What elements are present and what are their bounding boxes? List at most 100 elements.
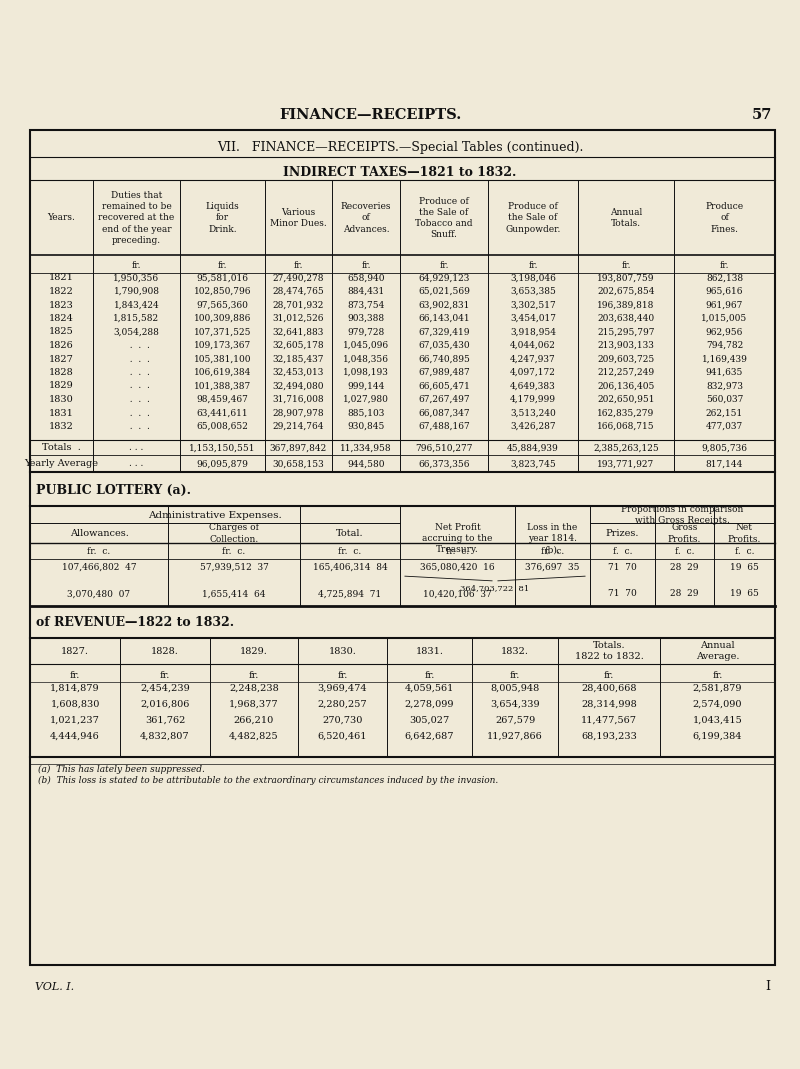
Text: 361,762: 361,762 (145, 715, 185, 725)
Text: 961,967: 961,967 (706, 300, 743, 310)
Bar (31, 130, 774, 157)
Text: 3,454,017: 3,454,017 (510, 314, 556, 323)
Text: 1829.: 1829. (240, 647, 268, 655)
Text: Annual
Totals.: Annual Totals. (610, 208, 642, 228)
Text: of REVENUE—1822 to 1832.: of REVENUE—1822 to 1832. (36, 616, 234, 629)
Text: . . .: . . . (130, 460, 144, 468)
Text: 365,080,420  16: 365,080,420 16 (420, 562, 495, 572)
Text: .  .  .: . . . (123, 341, 150, 350)
Text: fr.: fr. (160, 670, 170, 680)
Text: 1821: 1821 (49, 274, 74, 282)
Text: 4,044,062: 4,044,062 (510, 341, 556, 350)
Text: 1,098,193: 1,098,193 (343, 368, 389, 377)
Text: FINANCE—RECEIPTS.: FINANCE—RECEIPTS. (279, 108, 461, 122)
Text: 1825: 1825 (49, 327, 74, 337)
Text: Produce of
the Sale of
Gunpowder.: Produce of the Sale of Gunpowder. (506, 202, 561, 234)
Text: 1828.: 1828. (151, 647, 179, 655)
Text: fr.: fr. (439, 262, 449, 270)
Text: 1,015,005: 1,015,005 (702, 314, 748, 323)
Text: 3,302,517: 3,302,517 (510, 300, 556, 310)
Text: f.  c.: f. c. (734, 547, 754, 557)
Text: 66,373,356: 66,373,356 (418, 460, 470, 468)
Text: 8,005,948: 8,005,948 (490, 683, 540, 693)
Text: VII.   FINANCE—RECEIPTS.—Special Tables (continued).: VII. FINANCE—RECEIPTS.—Special Tables (c… (217, 141, 583, 155)
Text: 4,725,894  71: 4,725,894 71 (318, 589, 382, 599)
Text: 1827: 1827 (49, 355, 74, 363)
Text: 209,603,725: 209,603,725 (598, 355, 654, 363)
Text: 45,884,939: 45,884,939 (507, 444, 559, 452)
Text: 206,136,405: 206,136,405 (598, 382, 654, 390)
Text: 196,389,818: 196,389,818 (598, 300, 654, 310)
Text: 3,918,954: 3,918,954 (510, 327, 556, 337)
Text: 2,280,257: 2,280,257 (318, 699, 367, 709)
Text: 930,845: 930,845 (347, 422, 385, 431)
Text: 2,454,239: 2,454,239 (140, 683, 190, 693)
Text: VOL. I.: VOL. I. (35, 982, 74, 992)
Text: 66,143,041: 66,143,041 (418, 314, 470, 323)
Text: 3,653,385: 3,653,385 (510, 286, 556, 296)
Text: 66,605,471: 66,605,471 (418, 382, 470, 390)
Text: 203,638,440: 203,638,440 (598, 314, 654, 323)
Text: Prizes.: Prizes. (606, 529, 639, 538)
Text: 885,103: 885,103 (347, 408, 385, 418)
Text: 32,494,080: 32,494,080 (273, 382, 324, 390)
Text: .  .  .: . . . (123, 355, 150, 363)
Text: 63,902,831: 63,902,831 (418, 300, 470, 310)
Text: 102,850,796: 102,850,796 (194, 286, 251, 296)
Text: 67,329,419: 67,329,419 (418, 327, 470, 337)
Text: 1,027,980: 1,027,980 (343, 396, 389, 404)
Text: 4,649,383: 4,649,383 (510, 382, 556, 390)
Text: 28  29: 28 29 (670, 562, 698, 572)
Text: 202,650,951: 202,650,951 (598, 396, 654, 404)
Text: 66,740,895: 66,740,895 (418, 355, 470, 363)
Text: fr.  c.: fr. c. (87, 547, 110, 557)
Text: Loss in the
year 1814.
(b).: Loss in the year 1814. (b). (527, 523, 578, 554)
Text: 28,701,932: 28,701,932 (273, 300, 324, 310)
Text: 105,381,100: 105,381,100 (194, 355, 251, 363)
Text: . . .: . . . (130, 444, 144, 452)
Text: 11,477,567: 11,477,567 (581, 715, 637, 725)
Text: 1822: 1822 (49, 286, 74, 296)
Text: Charges of
Collection.: Charges of Collection. (209, 524, 259, 543)
Text: 1832.: 1832. (501, 647, 529, 655)
Text: 19  65: 19 65 (730, 589, 759, 599)
Text: 165,406,314  84: 165,406,314 84 (313, 562, 387, 572)
Text: 29,214,764: 29,214,764 (273, 422, 324, 431)
Text: 873,754: 873,754 (347, 300, 385, 310)
Text: 817,144: 817,144 (706, 460, 743, 468)
Text: f.  c.: f. c. (674, 547, 694, 557)
Text: 98,459,467: 98,459,467 (197, 396, 249, 404)
Text: 4,247,937: 4,247,937 (510, 355, 556, 363)
Text: 3,654,339: 3,654,339 (490, 699, 540, 709)
Text: 796,510,277: 796,510,277 (415, 444, 473, 452)
Text: Net
Profits.: Net Profits. (728, 524, 761, 543)
Text: 1827.: 1827. (61, 647, 89, 655)
Text: 96,095,879: 96,095,879 (197, 460, 249, 468)
Text: 166,068,715: 166,068,715 (597, 422, 655, 431)
Text: 1829: 1829 (49, 382, 74, 390)
Text: 32,641,883: 32,641,883 (273, 327, 324, 337)
Text: 832,973: 832,973 (706, 382, 743, 390)
Text: Gross
Profits.: Gross Profits. (668, 524, 701, 543)
Text: 95,581,016: 95,581,016 (197, 274, 249, 282)
Text: 1828: 1828 (49, 368, 74, 377)
Text: 6,520,461: 6,520,461 (318, 731, 367, 741)
Text: INDIRECT TAXES—1821 to 1832.: INDIRECT TAXES—1821 to 1832. (283, 166, 517, 179)
Text: 100,309,886: 100,309,886 (194, 314, 251, 323)
Text: 941,635: 941,635 (706, 368, 743, 377)
Text: 27,490,278: 27,490,278 (273, 274, 324, 282)
Text: 65,008,652: 65,008,652 (197, 422, 249, 431)
Text: 215,295,797: 215,295,797 (598, 327, 654, 337)
Text: Totals.
1822 to 1832.: Totals. 1822 to 1832. (574, 641, 643, 661)
Text: fr.: fr. (604, 670, 614, 680)
Text: 202,675,854: 202,675,854 (598, 286, 654, 296)
Text: fr.: fr. (424, 670, 434, 680)
Text: fr.: fr. (712, 670, 722, 680)
Text: fr.: fr. (362, 262, 370, 270)
Text: 3,198,046: 3,198,046 (510, 274, 556, 282)
Text: 1,608,830: 1,608,830 (50, 699, 100, 709)
Text: fr.: fr. (294, 262, 303, 270)
Text: Total.: Total. (336, 529, 364, 538)
Text: 32,185,437: 32,185,437 (273, 355, 324, 363)
Text: 28,400,668: 28,400,668 (582, 683, 637, 693)
